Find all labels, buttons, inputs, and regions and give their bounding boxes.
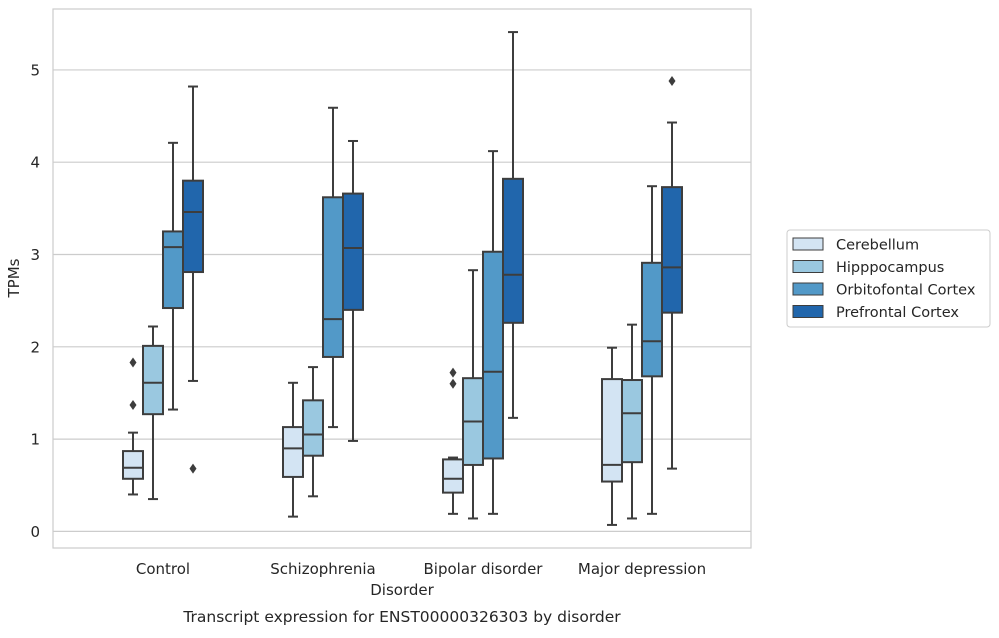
box-body	[621, 379, 643, 464]
legend-swatch	[792, 237, 824, 251]
box-body	[322, 196, 344, 358]
box-body	[661, 186, 683, 314]
box-body	[641, 261, 663, 378]
x-axis-label: Disorder	[370, 581, 434, 599]
box-body	[142, 344, 164, 416]
box-outlier	[449, 378, 457, 389]
box-body	[282, 426, 304, 478]
box-outlier	[129, 357, 137, 368]
box-body	[482, 250, 504, 460]
box-body	[442, 458, 464, 494]
box-body	[122, 450, 144, 480]
box-outlier	[668, 75, 676, 86]
legend-frame	[786, 229, 991, 328]
box-body	[502, 177, 524, 324]
box-body	[302, 399, 324, 457]
x-tick-label: Major depression	[578, 560, 706, 578]
legend-label: Orbitofontal Cortex	[836, 283, 976, 299]
boxes-layer	[122, 31, 683, 526]
chart-caption: Transcript expression for ENST0000032630…	[182, 608, 621, 626]
y-tick-label: 1	[30, 431, 40, 449]
y-tick-label: 5	[30, 61, 40, 79]
legend-label: Prefrontal Cortex	[836, 305, 959, 321]
box-outlier	[189, 463, 197, 474]
x-tick-label: Schizophrenia	[270, 560, 375, 578]
box-body	[601, 378, 623, 483]
legend-swatch	[792, 282, 824, 296]
legend-swatch	[792, 260, 824, 273]
y-tick-label: 3	[30, 246, 40, 264]
y-tick-label: 0	[30, 523, 40, 541]
box-body	[182, 179, 204, 274]
legend: Cerebellum Hipppocampus Orbitofontal Corte…	[786, 229, 991, 328]
y-tick-label: 4	[30, 154, 40, 172]
y-tick-label: 2	[30, 338, 40, 356]
plot-frame	[52, 8, 752, 549]
box-body	[342, 192, 364, 311]
box-outlier	[129, 399, 137, 410]
legend-swatch	[792, 305, 824, 318]
legend-label: Hipppocampus	[836, 260, 944, 276]
x-tick-label: Bipolar disorder	[424, 560, 544, 578]
y-tick-labels: 0 1 2 3 4 5	[30, 61, 40, 540]
legend-label: Cerebellum	[836, 238, 919, 254]
box-outlier	[449, 367, 457, 378]
box-body	[162, 230, 184, 310]
x-tick-label: Control	[136, 560, 190, 578]
x-tick-labels: Control Schizophrenia Bipolar disorder Majo…	[136, 560, 706, 578]
y-axis-label: TPMs	[5, 258, 23, 298]
